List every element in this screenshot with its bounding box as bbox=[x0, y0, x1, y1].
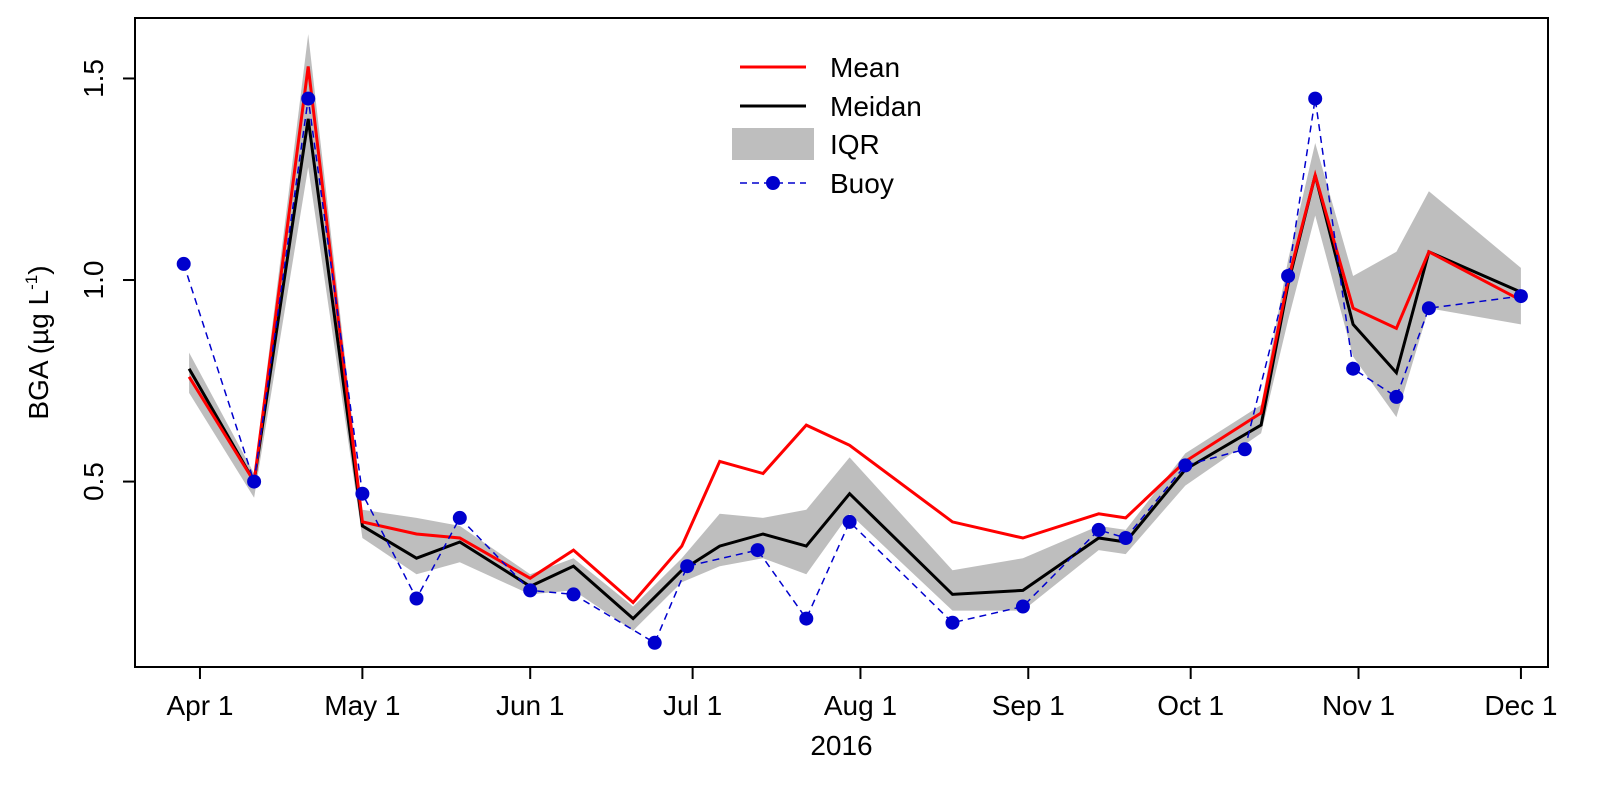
buoy-point bbox=[1421, 301, 1436, 316]
buoy-point bbox=[1346, 361, 1361, 376]
legend-iqr-swatch bbox=[732, 128, 814, 160]
x-tick-label: Dec 1 bbox=[1484, 690, 1557, 721]
buoy-point bbox=[1308, 91, 1323, 106]
y-axis-title: BGA (µg L-1) bbox=[22, 265, 54, 419]
buoy-point bbox=[750, 543, 765, 558]
buoy-point bbox=[523, 583, 538, 598]
x-tick-label: Apr 1 bbox=[166, 690, 233, 721]
legend-label-median: Meidan bbox=[830, 91, 922, 122]
x-tick-label: Nov 1 bbox=[1322, 690, 1395, 721]
buoy-point bbox=[301, 91, 316, 106]
buoy-point bbox=[452, 510, 467, 525]
x-tick-label: Aug 1 bbox=[824, 690, 897, 721]
legend: Mean Meidan IQR Buoy bbox=[732, 52, 922, 199]
legend-label-mean: Mean bbox=[830, 52, 900, 83]
buoy-point bbox=[799, 611, 814, 626]
x-tick-label: Jun 1 bbox=[496, 690, 565, 721]
axes-layer: Apr 1 May 1 Jun 1 Jul 1 Aug 1 Sep 1 Oct 1 Nov 1… bbox=[78, 59, 1558, 721]
lines-layer bbox=[187, 66, 1522, 621]
legend-label-buoy: Buoy bbox=[830, 168, 894, 199]
buoy-point bbox=[1091, 522, 1106, 537]
y-axis-title-close: ) bbox=[23, 265, 54, 274]
y-tick-label: 1.5 bbox=[78, 59, 109, 98]
buoy-point bbox=[680, 559, 695, 574]
plot-frame bbox=[134, 17, 1549, 668]
y-axis-title-main: BGA (µg L bbox=[23, 290, 54, 420]
iqr-layer bbox=[189, 34, 1521, 631]
buoy-point bbox=[355, 486, 370, 501]
iqr-band bbox=[189, 34, 1521, 631]
x-tick-label: Jul 1 bbox=[663, 690, 722, 721]
x-tick-label: May 1 bbox=[324, 690, 400, 721]
x-tick-label: Sep 1 bbox=[992, 690, 1065, 721]
buoy-point bbox=[1178, 458, 1193, 473]
y-tick-label: 0.5 bbox=[78, 462, 109, 501]
buoy-point bbox=[247, 474, 262, 489]
buoy-point bbox=[842, 514, 857, 529]
buoy-points-layer bbox=[176, 91, 1528, 650]
buoy-point bbox=[1389, 389, 1404, 404]
buoy-point bbox=[566, 587, 581, 602]
legend-buoy-marker bbox=[766, 176, 780, 190]
buoy-point bbox=[176, 256, 191, 271]
y-tick-label: 1.0 bbox=[78, 261, 109, 300]
buoy-point bbox=[1237, 442, 1252, 457]
buoy-point bbox=[1118, 531, 1133, 545]
x-tick-label: Oct 1 bbox=[1157, 690, 1224, 721]
buoy-point bbox=[1513, 289, 1528, 304]
buoy-point bbox=[409, 591, 424, 606]
buoy-point bbox=[1015, 599, 1030, 614]
x-axis-title: 2016 bbox=[810, 730, 872, 761]
mean-line bbox=[187, 66, 1522, 605]
buoy-point bbox=[945, 615, 960, 630]
y-axis-title-sup: -1 bbox=[22, 275, 41, 290]
buoy-point bbox=[647, 635, 662, 650]
legend-label-iqr: IQR bbox=[830, 129, 880, 160]
buoy-point bbox=[1281, 269, 1296, 283]
